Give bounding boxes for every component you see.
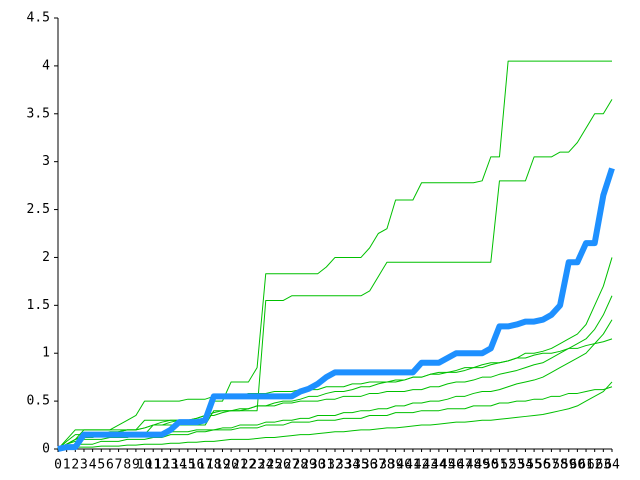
x-tick-label: 37 [370,458,386,473]
x-tick-label: 16 [189,458,205,473]
x-tick-label: 43 [422,458,438,473]
x-tick-label: 8 [123,458,131,473]
x-tick-label: 5 [97,458,105,473]
x-tick-label: 31 [319,458,335,473]
x-tick-label: 10 [137,458,153,473]
series-line [57,167,615,452]
x-tick-label: 22 [241,458,257,473]
x-tick-label: 27 [284,458,300,473]
x-tick-label: 36 [362,458,378,473]
x-tick-label: 25 [267,458,283,473]
x-tick-label: 4 [89,458,97,473]
x-tick-label: 46 [448,458,464,473]
x-tick-label: 29 [301,458,317,473]
x-tick-label: 58 [552,458,568,473]
x-tick-label: 45 [440,458,456,473]
x-tick-label: 3 [80,458,88,473]
x-tick-label: 1 [63,458,71,473]
x-tick-label: 14 [171,458,187,473]
x-tick-label: 32 [327,458,343,473]
y-tick-label: 3.5 [27,106,50,121]
x-tick-label: 54 [518,458,534,473]
y-tick-label: 2 [42,250,50,265]
series-line [57,60,612,450]
x-tick-label: 64 [604,458,620,473]
x-tick-label: 47 [457,458,473,473]
x-tick-label: 18 [206,458,222,473]
x-tick-label: 60 [570,458,586,473]
x-tick-label: 52 [500,458,516,473]
y-tick-label: 1.5 [27,298,50,313]
x-tick-label: 15 [180,458,196,473]
y-tick-label: 2.5 [27,202,50,217]
x-tick-label: 57 [544,458,560,473]
y-tick-label: 0 [42,442,50,457]
x-tick-label: 55 [526,458,542,473]
x-tick-label: 41 [405,458,421,473]
x-tick-label: 50 [483,458,499,473]
x-tick-label: 11 [145,458,161,473]
x-tick-label: 26 [275,458,291,473]
x-tick-label: 2 [71,458,79,473]
y-tick-label: 4.5 [27,11,50,26]
x-tick-label: 62 [587,458,603,473]
x-tick-label: 23 [249,458,265,473]
series-line [57,386,613,450]
x-tick-label: 28 [293,458,309,473]
x-tick-label: 0 [54,458,62,473]
x-tick-label: 44 [431,458,447,473]
x-tick-label: 48 [466,458,482,473]
y-tick-label: 0.5 [27,394,50,409]
x-tick-label: 49 [474,458,490,473]
x-tick-label: 56 [535,458,551,473]
series-line [57,257,613,450]
x-tick-label: 12 [154,458,170,473]
x-tick-label: 53 [509,458,525,473]
x-tick-label: 63 [596,458,612,473]
x-tick-label: 19 [215,458,231,473]
x-tick-label: 13 [163,458,179,473]
x-tick-label: 34 [344,458,360,473]
series-line [57,295,613,450]
x-tick-label: 38 [379,458,395,473]
x-tick-label: 39 [388,458,404,473]
x-tick-label: 9 [132,458,140,473]
x-tick-label: 35 [353,458,369,473]
series-line [58,381,613,450]
y-tick-label: 1 [42,346,50,361]
x-tick-label: 17 [197,458,213,473]
x-tick-label: 30 [310,458,326,473]
x-tick-label: 24 [258,458,274,473]
x-tick-label: 33 [336,458,352,473]
x-tick-label: 51 [492,458,508,473]
x-tick-label: 7 [115,458,123,473]
x-tick-label: 59 [561,458,577,473]
y-tick-label: 4 [42,58,50,73]
series-line [57,99,613,450]
x-tick-label: 40 [396,458,412,473]
x-tick-label: 21 [232,458,248,473]
y-tick-label: 3 [42,154,50,169]
x-tick-label: 61 [578,458,594,473]
x-tick-label: 42 [414,458,430,473]
x-tick-label: 6 [106,458,114,473]
x-tick-label: 20 [223,458,239,473]
